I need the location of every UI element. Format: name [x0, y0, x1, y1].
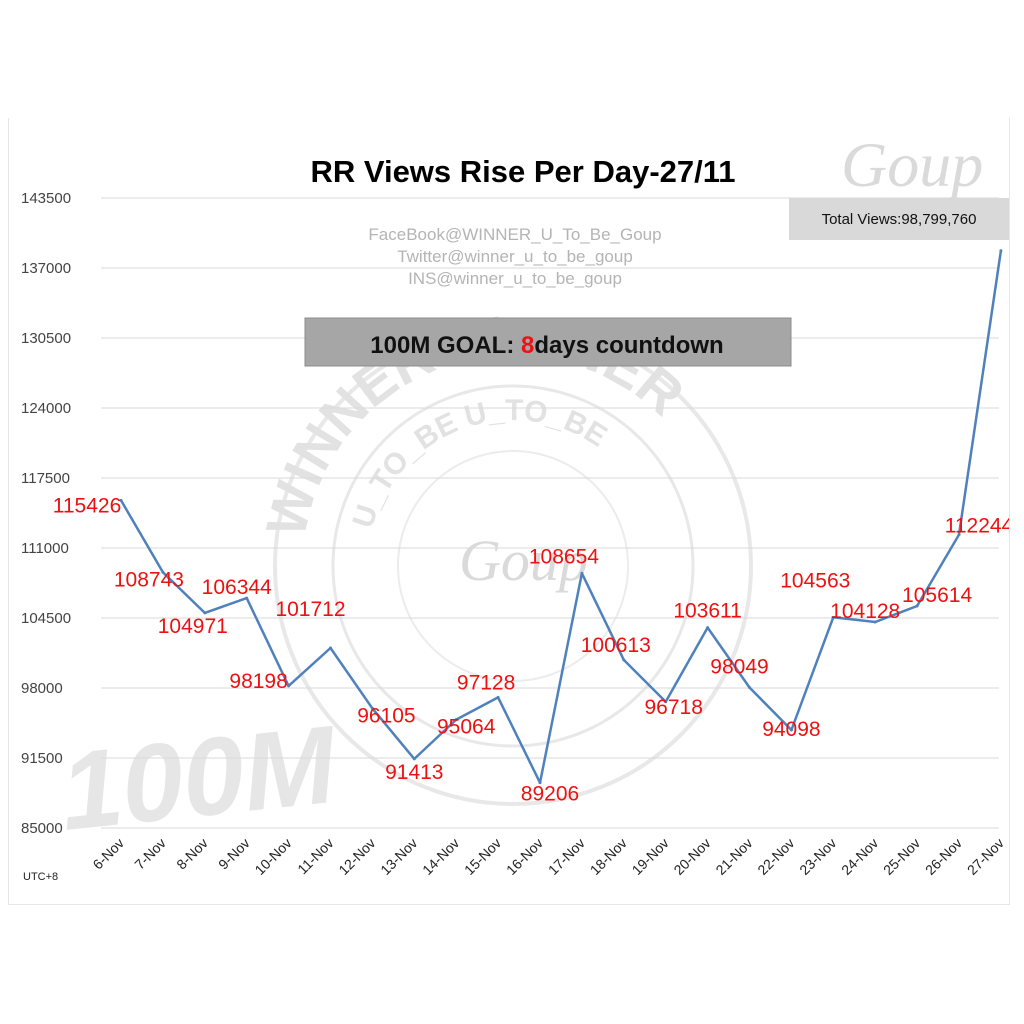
y-axis-ticks: 143500 137000 130500 124000 117500 111000 1045…	[21, 190, 71, 837]
x-tick-label: 21-Nov	[712, 835, 755, 878]
watermark-instagram: INS@winner_u_to_be_goup	[408, 269, 622, 288]
goal-banner-text: 100M GOAL: 8days countdown	[370, 332, 723, 359]
y-tick-label: 98000	[21, 680, 63, 697]
data-point	[622, 658, 626, 662]
data-point	[119, 498, 123, 502]
x-tick-label: 9-Nov	[215, 835, 253, 873]
x-tick-label: 13-Nov	[377, 835, 420, 878]
data-point	[664, 700, 668, 704]
x-tick-label: 27-Nov	[964, 835, 1007, 878]
data-point	[957, 533, 961, 537]
data-label: 104971	[158, 615, 228, 638]
total-views-text: Total Views:98,799,760	[822, 211, 977, 228]
data-point	[454, 718, 458, 722]
y-tick-label: 117500	[21, 470, 70, 487]
timezone-label: UTC+8	[23, 871, 58, 883]
data-label: 112244	[945, 515, 1009, 538]
data-point	[831, 615, 835, 619]
data-point	[287, 684, 291, 688]
data-labels: 115426 108743 104971 106344 98198 101712 96105…	[53, 219, 1009, 806]
data-label: 101712	[275, 598, 345, 621]
x-tick-label: 19-Nov	[629, 835, 672, 878]
goal-prefix: 100M GOAL:	[370, 332, 521, 359]
data-label: 108654	[529, 545, 599, 568]
data-point	[161, 570, 165, 574]
data-point	[915, 604, 919, 608]
seal-mid-ring	[331, 384, 695, 748]
x-tick-label: 14-Nov	[419, 835, 462, 878]
data-label: 108743	[114, 568, 184, 591]
data-point	[789, 728, 793, 732]
y-tick-label: 91500	[21, 750, 63, 767]
x-tick-label: 22-Nov	[754, 835, 797, 878]
data-label: 91413	[385, 761, 443, 784]
chart-title: RR Views Rise Per Day-27/11	[310, 154, 735, 189]
y-tick-label: 124000	[21, 400, 71, 417]
chart-frame: WINNER WINNER U_TO_BE U_TO_BE Goup Goup …	[8, 118, 1010, 905]
line-chart: WINNER WINNER U_TO_BE U_TO_BE Goup Goup …	[21, 129, 1009, 883]
data-point	[203, 611, 207, 615]
data-point	[580, 571, 584, 575]
data-label: 94098	[762, 718, 820, 741]
goal-banner	[304, 317, 792, 367]
data-point	[370, 706, 374, 710]
data-point	[999, 249, 1003, 253]
data-label: 89206	[521, 783, 579, 806]
seal-inner-text: U_TO_BE U_TO_BE	[347, 394, 613, 532]
x-tick-label: 11-Nov	[294, 835, 336, 877]
x-tick-label: 12-Nov	[335, 835, 378, 878]
series-line	[119, 250, 1003, 784]
x-tick-label: 18-Nov	[587, 835, 630, 878]
watermark-twitter: Twitter@winner_u_to_be_goup	[397, 247, 633, 266]
x-tick-label: 24-Nov	[838, 835, 881, 878]
y-tick-label: 143500	[21, 190, 71, 207]
data-label: 97128	[457, 671, 515, 694]
data-point	[412, 757, 416, 761]
data-label: 104563	[780, 569, 850, 592]
x-tick-label: 23-Nov	[796, 835, 839, 878]
data-point	[748, 685, 751, 689]
y-tick-label: 111000	[21, 540, 69, 557]
x-tick-label: 10-Nov	[251, 835, 294, 878]
x-tick-label: 26-Nov	[922, 835, 965, 878]
x-tick-label: 17-Nov	[545, 835, 588, 878]
seal-inner-ring	[397, 450, 629, 682]
x-tick-label: 16-Nov	[503, 835, 546, 878]
seal-logo-script: Goup	[459, 528, 588, 593]
data-label: 106344	[202, 576, 272, 599]
goal-suffix: days countdown	[534, 332, 723, 359]
data-label: 96105	[357, 704, 415, 727]
data-label: 100613	[581, 634, 651, 657]
x-tick-label: 25-Nov	[880, 835, 923, 878]
data-label: 104128	[830, 600, 900, 623]
data-point	[245, 596, 249, 600]
data-point	[496, 695, 500, 699]
data-point	[873, 620, 877, 624]
x-tick-label: 15-Nov	[461, 835, 504, 878]
data-label: 96718	[644, 696, 702, 719]
x-tick-label: 20-Nov	[670, 835, 713, 878]
data-point	[538, 781, 542, 785]
goal-days-number: 8	[521, 332, 534, 359]
y-tick-label: 137000	[21, 260, 71, 277]
data-point	[706, 626, 710, 630]
total-views-box	[789, 198, 1009, 240]
data-label: 95064	[437, 716, 496, 739]
data-label: 98198	[229, 670, 287, 693]
data-point	[329, 646, 332, 650]
watermark-facebook: FaceBook@WINNER_U_To_Be_Goup	[368, 225, 661, 244]
y-tick-label: 104500	[21, 610, 71, 627]
y-tick-label: 85000	[21, 820, 63, 837]
data-label: 115426	[53, 494, 122, 517]
y-tick-label: 130500	[21, 330, 71, 347]
corner-logo-script: Goup	[841, 129, 983, 200]
data-label: 103611	[673, 600, 742, 623]
data-label: 98049	[710, 655, 768, 678]
series-views	[119, 249, 1003, 785]
data-label: 105614	[902, 584, 972, 607]
watermark-100m: 100M	[55, 703, 344, 854]
